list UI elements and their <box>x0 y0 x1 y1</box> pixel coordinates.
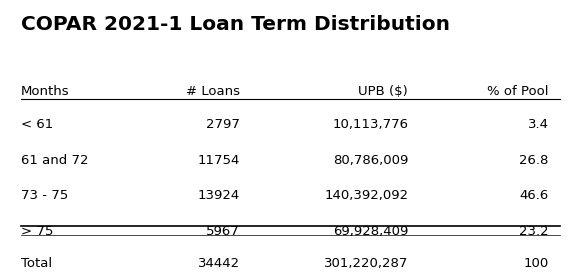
Text: 61 and 72: 61 and 72 <box>21 154 88 167</box>
Text: Months: Months <box>21 85 70 98</box>
Text: 26.8: 26.8 <box>519 154 548 167</box>
Text: 11754: 11754 <box>197 154 240 167</box>
Text: 3.4: 3.4 <box>527 118 548 131</box>
Text: 100: 100 <box>523 257 548 270</box>
Text: 23.2: 23.2 <box>519 225 548 238</box>
Text: 46.6: 46.6 <box>519 189 548 202</box>
Text: # Loans: # Loans <box>186 85 240 98</box>
Text: Total: Total <box>21 257 52 270</box>
Text: COPAR 2021-1 Loan Term Distribution: COPAR 2021-1 Loan Term Distribution <box>21 15 450 34</box>
Text: UPB ($): UPB ($) <box>359 85 408 98</box>
Text: 13924: 13924 <box>198 189 240 202</box>
Text: 73 - 75: 73 - 75 <box>21 189 68 202</box>
Text: 5967: 5967 <box>206 225 240 238</box>
Text: 69,928,409: 69,928,409 <box>333 225 408 238</box>
Text: 34442: 34442 <box>198 257 240 270</box>
Text: 140,392,092: 140,392,092 <box>324 189 408 202</box>
Text: % of Pool: % of Pool <box>487 85 548 98</box>
Text: > 75: > 75 <box>21 225 54 238</box>
Text: 301,220,287: 301,220,287 <box>324 257 408 270</box>
Text: < 61: < 61 <box>21 118 53 131</box>
Text: 2797: 2797 <box>206 118 240 131</box>
Text: 80,786,009: 80,786,009 <box>333 154 408 167</box>
Text: 10,113,776: 10,113,776 <box>332 118 408 131</box>
